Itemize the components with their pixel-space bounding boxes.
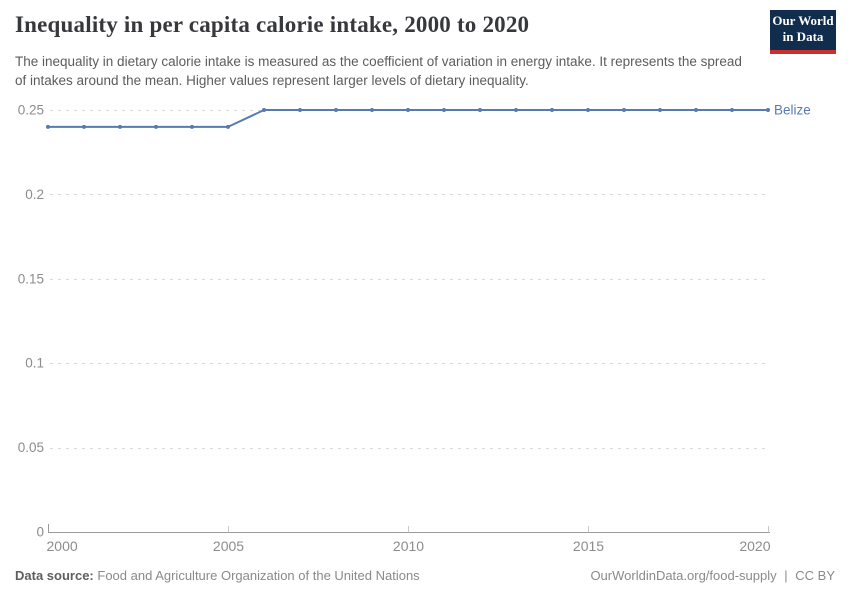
data-point	[766, 108, 770, 112]
data-point	[694, 108, 698, 112]
y-tick-label: 0.1	[25, 356, 44, 371]
data-point	[406, 108, 410, 112]
footer: Data source: Food and Agriculture Organi…	[15, 568, 835, 588]
data-source-line: Data source: Food and Agriculture Organi…	[15, 568, 420, 583]
y-tick-label: 0.15	[18, 271, 44, 286]
owid-logo-line2: in Data	[782, 29, 824, 44]
data-source-label: Data source:	[15, 568, 94, 583]
series-label[interactable]: Belize	[774, 103, 811, 118]
data-point	[154, 124, 158, 129]
data-point	[262, 108, 266, 112]
footer-separator: |	[784, 568, 788, 583]
x-tick-label: 2015	[573, 538, 604, 554]
data-point	[730, 108, 734, 112]
chart-subtitle: The inequality in dietary calorie intake…	[15, 54, 742, 88]
owid-url-link[interactable]: OurWorldinData.org/food-supply	[590, 568, 777, 583]
data-source-text: Food and Agriculture Organization of the…	[97, 568, 420, 583]
chart-title: Inequality in per capita calorie intake,…	[15, 12, 530, 37]
data-point	[550, 108, 554, 112]
data-point	[478, 108, 482, 112]
x-tick-label: 2010	[393, 538, 424, 554]
footer-links: OurWorldinData.org/food-supply | CC BY	[590, 568, 835, 583]
owid-logo[interactable]: Our World in Data	[770, 10, 836, 54]
data-point	[370, 108, 374, 112]
x-tick-label: 2005	[213, 538, 244, 554]
data-point	[118, 124, 122, 129]
data-point	[82, 124, 86, 129]
y-tick-label: 0	[36, 525, 44, 540]
owid-logo-line1: Our World	[772, 13, 834, 28]
data-line	[47, 109, 769, 128]
data-point	[190, 124, 194, 129]
data-point	[658, 108, 662, 112]
data-point	[442, 108, 446, 112]
data-point	[46, 124, 50, 129]
data-point	[226, 124, 230, 129]
y-tick-label: 0.2	[25, 187, 44, 202]
y-tick-label: 0.25	[18, 103, 44, 118]
x-tick-label: 2020	[739, 538, 770, 554]
data-point	[514, 108, 518, 112]
x-tick-label: 2000	[47, 538, 78, 554]
data-point	[334, 108, 338, 112]
cc-by-link[interactable]: CC BY	[795, 568, 835, 583]
data-point	[298, 108, 302, 112]
data-point	[622, 108, 626, 112]
y-tick-label: 0.05	[18, 440, 44, 455]
data-point	[586, 108, 590, 112]
